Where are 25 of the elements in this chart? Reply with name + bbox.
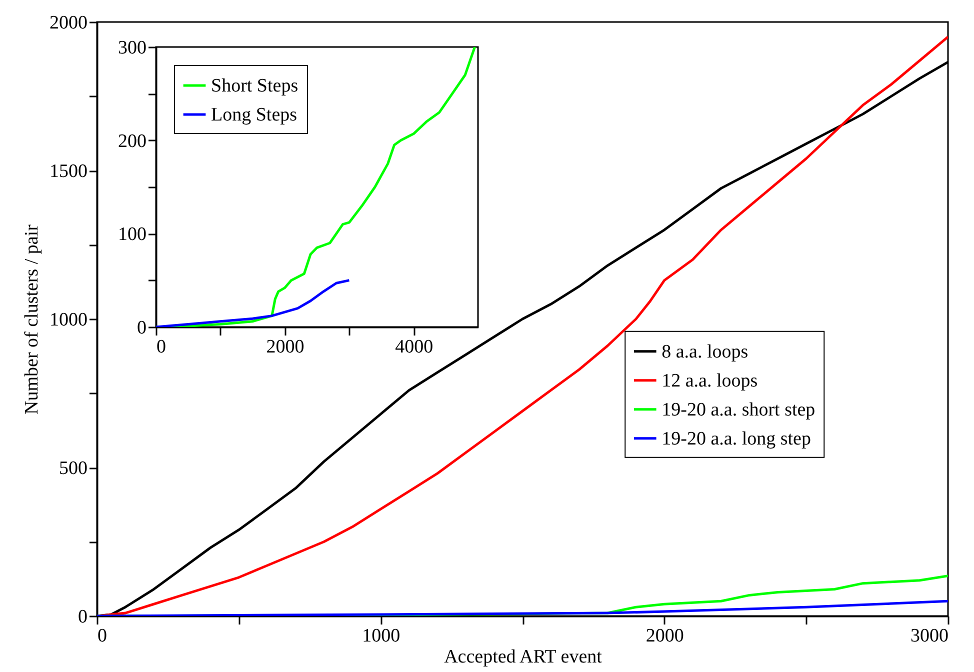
- x-tick-label: 0: [156, 336, 166, 358]
- y-tick-label: 0: [78, 606, 88, 628]
- y-tick-label: 0: [137, 318, 146, 338]
- y-tick-label: 100: [118, 224, 146, 246]
- line-series: [156, 279, 350, 327]
- y-tick-label: 200: [118, 130, 146, 152]
- legend-label: 8 a.a. loops: [662, 341, 748, 362]
- y-tick-label: 500: [59, 458, 88, 479]
- x-tick-label: 1000: [362, 626, 400, 646]
- y-tick-label: 2000: [50, 12, 88, 34]
- x-tick-label: 4000: [395, 336, 434, 358]
- x-axis-title: Accepted ART event: [444, 646, 603, 668]
- legend-label: Long Steps: [211, 104, 298, 126]
- x-tick-label: 2000: [646, 626, 684, 646]
- y-axis-title: Number of clusters / pair: [22, 224, 42, 414]
- legend-label: Short Steps: [211, 76, 298, 96]
- legend-label: 19-20 a.a. short step: [662, 399, 816, 420]
- y-tick-label: 300: [118, 38, 146, 58]
- x-tick-label: 2000: [266, 336, 304, 358]
- legend-label: 12 a.a. loops: [662, 370, 758, 392]
- x-tick-label: 0: [98, 626, 107, 646]
- legend-label: 19-20 a.a. long step: [662, 428, 811, 450]
- x-tick-label: 3000: [910, 626, 948, 646]
- y-tick-label: 1500: [50, 161, 88, 182]
- y-tick-label: 1000: [50, 310, 88, 330]
